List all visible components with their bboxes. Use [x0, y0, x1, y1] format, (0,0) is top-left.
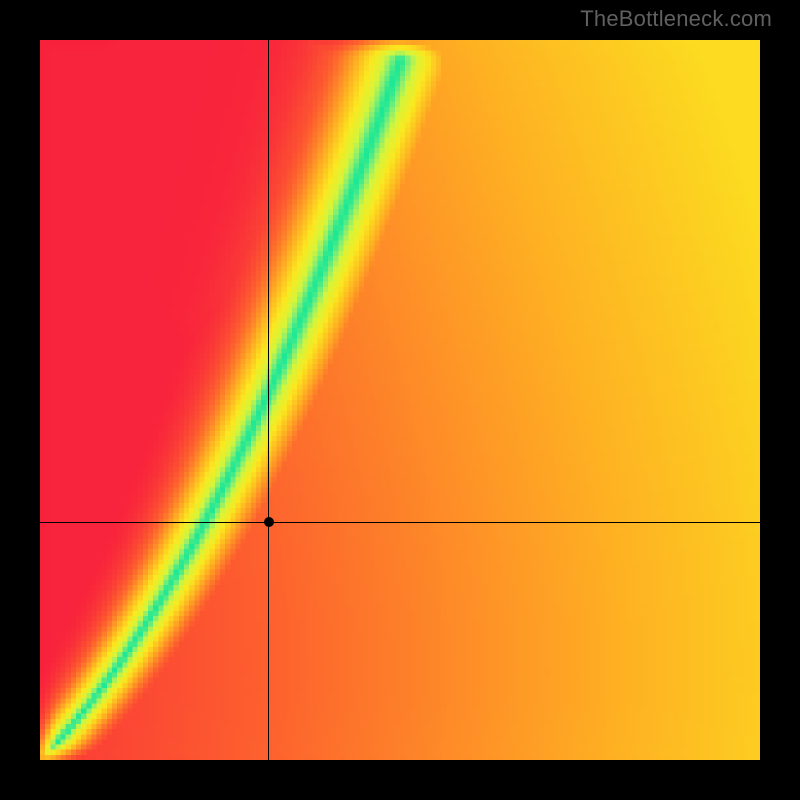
heatmap-canvas — [40, 40, 760, 760]
watermark-text: TheBottleneck.com — [580, 6, 772, 32]
crosshair-vertical — [268, 40, 269, 760]
marker-dot — [264, 517, 274, 527]
crosshair-horizontal — [40, 522, 760, 523]
plot-frame — [40, 40, 760, 760]
